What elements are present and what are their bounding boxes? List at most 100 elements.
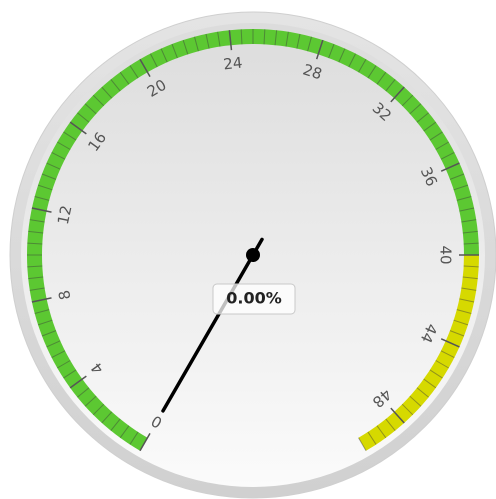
tick-label: 40 bbox=[437, 245, 455, 264]
minor-tick bbox=[462, 276, 478, 280]
minor-tick bbox=[449, 330, 465, 337]
minor-tick bbox=[119, 425, 130, 439]
minor-tick bbox=[328, 43, 335, 59]
needle-pivot bbox=[246, 248, 260, 262]
minor-tick bbox=[57, 360, 71, 369]
minor-tick bbox=[459, 207, 475, 212]
minor-tick bbox=[453, 319, 469, 326]
minor-tick bbox=[29, 287, 45, 291]
minor-tick bbox=[376, 71, 387, 85]
minor-tick bbox=[358, 59, 367, 73]
needle bbox=[161, 237, 264, 413]
minor-tick bbox=[101, 411, 113, 424]
minor-tick bbox=[423, 121, 437, 132]
minor-tick bbox=[37, 319, 53, 326]
major-tick bbox=[228, 30, 233, 51]
major-tick bbox=[31, 207, 52, 213]
major-tick bbox=[139, 58, 151, 77]
major-tick bbox=[390, 407, 405, 424]
minor-tick bbox=[285, 31, 289, 47]
minor-tick bbox=[463, 242, 479, 245]
minor-tick bbox=[101, 86, 113, 99]
major-tick bbox=[440, 338, 460, 348]
minor-tick bbox=[28, 230, 44, 234]
value-box bbox=[212, 283, 296, 315]
minor-tick bbox=[401, 403, 414, 416]
minor-tick bbox=[29, 219, 45, 223]
minor-tick bbox=[296, 33, 301, 49]
minor-tick bbox=[440, 151, 455, 160]
minor-tick bbox=[453, 184, 469, 191]
minor-tick bbox=[338, 48, 346, 63]
minor-tick bbox=[435, 360, 449, 369]
value-label: 0.00% bbox=[226, 289, 282, 308]
minor-tick bbox=[429, 131, 443, 141]
major-tick bbox=[390, 86, 405, 103]
minor-tick bbox=[307, 36, 312, 52]
minor-tick bbox=[51, 350, 66, 359]
minor-tick bbox=[358, 437, 367, 451]
minor-tick bbox=[160, 48, 168, 63]
minor-tick bbox=[194, 36, 199, 52]
minor-tick bbox=[416, 387, 429, 398]
minor-tick bbox=[429, 369, 443, 379]
minor-tick bbox=[34, 309, 50, 314]
minor-tick bbox=[119, 71, 130, 85]
minor-tick bbox=[367, 431, 377, 445]
major-tick bbox=[31, 297, 52, 303]
minor-tick bbox=[27, 242, 43, 245]
minor-tick bbox=[401, 94, 414, 107]
major-tick bbox=[315, 39, 324, 60]
major-tick bbox=[69, 121, 87, 135]
minor-tick bbox=[77, 112, 90, 123]
minor-tick bbox=[41, 173, 57, 180]
minor-tick bbox=[367, 65, 377, 79]
minor-tick bbox=[63, 131, 77, 141]
minor-tick bbox=[423, 378, 437, 389]
major-tick bbox=[139, 433, 151, 452]
minor-tick bbox=[46, 162, 61, 170]
minor-tick bbox=[205, 33, 210, 49]
minor-tick bbox=[240, 29, 243, 45]
minor-tick bbox=[385, 79, 396, 92]
minor-tick bbox=[28, 276, 44, 280]
minor-tick bbox=[149, 53, 158, 68]
minor-tick bbox=[77, 387, 90, 398]
tick-label: 28 bbox=[301, 60, 325, 83]
minor-tick bbox=[171, 43, 178, 59]
minor-tick bbox=[46, 340, 61, 348]
minor-tick bbox=[463, 265, 479, 268]
color-band bbox=[358, 255, 479, 451]
minor-tick bbox=[51, 151, 66, 160]
minor-tick bbox=[440, 350, 455, 359]
minor-tick bbox=[129, 431, 139, 445]
minor-tick bbox=[449, 173, 465, 180]
major-tick bbox=[440, 162, 460, 172]
minor-tick bbox=[34, 196, 50, 201]
minor-tick bbox=[461, 287, 477, 291]
minor-tick bbox=[217, 31, 221, 47]
minor-tick bbox=[110, 418, 121, 431]
minor-tick bbox=[456, 196, 472, 201]
minor-tick bbox=[63, 369, 77, 379]
minor-tick bbox=[92, 94, 105, 107]
major-tick bbox=[69, 375, 87, 389]
minor-tick bbox=[459, 298, 475, 303]
minor-tick bbox=[41, 330, 57, 337]
tick-label: 8 bbox=[55, 288, 75, 301]
minor-tick bbox=[409, 103, 422, 115]
minor-tick bbox=[461, 219, 477, 223]
minor-tick bbox=[84, 395, 97, 407]
tick-label: 24 bbox=[222, 54, 243, 74]
minor-tick bbox=[456, 309, 472, 314]
tick-label: 12 bbox=[54, 204, 76, 226]
minor-tick bbox=[37, 184, 53, 191]
minor-tick bbox=[462, 230, 478, 234]
minor-tick bbox=[274, 30, 278, 46]
minor-tick bbox=[376, 425, 387, 439]
minor-tick bbox=[129, 65, 139, 79]
minor-tick bbox=[110, 79, 121, 92]
minor-tick bbox=[263, 29, 266, 45]
